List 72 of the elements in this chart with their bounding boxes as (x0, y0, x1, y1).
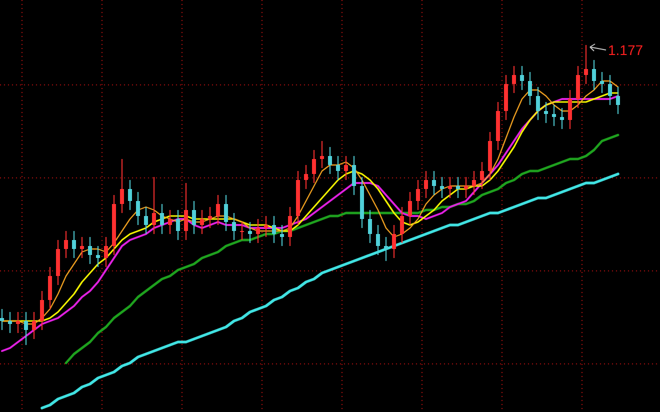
candlestick (512, 66, 516, 94)
candlestick (560, 108, 564, 130)
candlestick (416, 180, 420, 210)
candlestick (88, 236, 92, 264)
candlestick (184, 182, 188, 240)
candlestick (600, 72, 604, 94)
candlestick (464, 176, 468, 198)
candlestick (40, 290, 44, 330)
candlestick (408, 192, 412, 226)
candlestick (544, 102, 548, 124)
candlestick (424, 170, 428, 198)
candlestick (48, 266, 52, 310)
candlestick (288, 206, 292, 246)
candlestick (272, 216, 276, 244)
candlestick (72, 230, 76, 258)
candlestick (448, 176, 452, 198)
candlestick (384, 236, 388, 262)
candlestick (64, 230, 68, 258)
candlestick (32, 312, 36, 340)
candlestick (264, 216, 268, 238)
candlestick (216, 194, 220, 226)
candlestick (472, 170, 476, 196)
candlestick (224, 194, 228, 232)
candlestick (176, 210, 180, 240)
candlestick (152, 176, 156, 234)
candlestick (480, 162, 484, 190)
candlestick (328, 146, 332, 174)
candlestick (304, 164, 308, 190)
candlestick (584, 44, 588, 84)
candlestick (352, 156, 356, 196)
candlestick (24, 312, 28, 346)
candlestick (400, 206, 404, 244)
candlestick (248, 222, 252, 244)
candlestick (80, 236, 84, 258)
candlestick (608, 74, 612, 106)
candlestick (536, 86, 540, 120)
candlestick (312, 150, 316, 184)
candlestick (552, 104, 556, 126)
candlestick (144, 206, 148, 234)
candlestick (392, 224, 396, 258)
annotation: 1.177 (608, 42, 644, 58)
candlestick (120, 158, 124, 214)
candlestick (208, 206, 212, 228)
candlestick (104, 236, 108, 268)
candlestick (440, 176, 444, 198)
candlestick (0, 308, 4, 330)
candlestick (232, 212, 236, 240)
candlestick (240, 222, 244, 240)
candlestick (568, 90, 572, 130)
candlestick (136, 192, 140, 226)
candlestick (192, 200, 196, 234)
candlestick (168, 210, 172, 234)
candlestick (592, 60, 596, 90)
candlestick (200, 210, 204, 234)
candlestick (280, 224, 284, 246)
candlestick (432, 170, 436, 196)
candlestick (8, 312, 12, 334)
candlestick (96, 246, 100, 268)
candlestick (160, 204, 164, 234)
candlestick (344, 156, 348, 180)
candlestick (456, 176, 460, 198)
candlestick (368, 210, 372, 244)
candlestick (576, 66, 580, 108)
candlestick (520, 66, 524, 90)
candlestick (256, 218, 260, 244)
candlestick (376, 224, 380, 256)
candlestick (336, 156, 340, 180)
candlestick (320, 140, 324, 168)
candlestick (128, 180, 132, 210)
candlestick (16, 312, 20, 334)
candlestick (616, 86, 620, 114)
candlestick (528, 72, 532, 106)
